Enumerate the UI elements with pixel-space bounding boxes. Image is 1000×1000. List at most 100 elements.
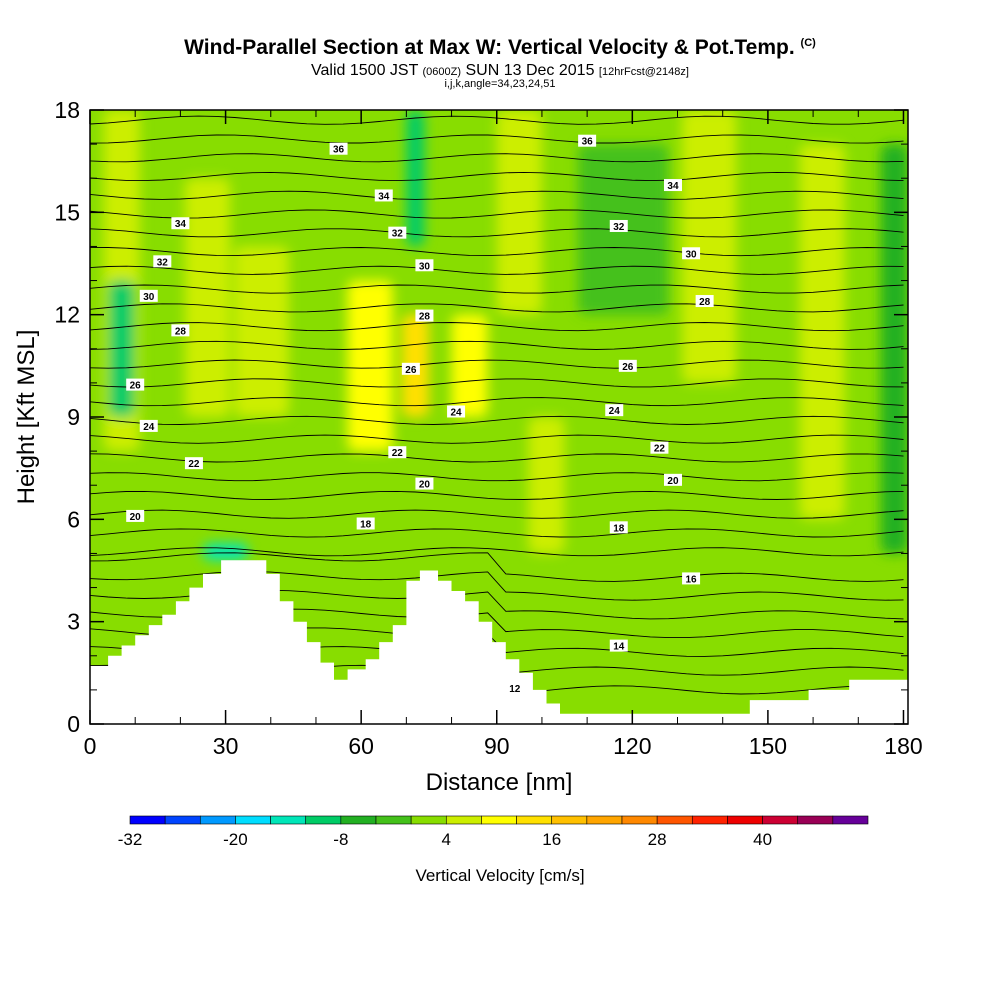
theta-label: 28 xyxy=(695,295,714,308)
theta-contour-line xyxy=(90,303,904,313)
theta-label: 18 xyxy=(609,521,628,534)
colorbar-swatch xyxy=(129,815,166,825)
theta-label-text: 30 xyxy=(143,292,155,303)
theta-label-text: 32 xyxy=(392,229,404,240)
theta-label-text: 14 xyxy=(613,642,625,653)
theta-contour-line xyxy=(90,359,904,369)
downdraft-cell xyxy=(202,543,249,561)
theta-label-box xyxy=(609,219,628,232)
theta-label: 26 xyxy=(401,362,420,376)
colorbar: -32 -20 -8 4 16 28 40 xyxy=(118,815,869,849)
theta-label-text: 18 xyxy=(613,523,625,534)
colorbar-swatch xyxy=(727,815,763,825)
theta-label: 34 xyxy=(663,179,682,192)
x-axis-title: Distance [nm] xyxy=(426,769,573,796)
theta-label-box xyxy=(682,247,701,260)
theta-contour-line xyxy=(90,171,904,182)
chart-title: Wind-Parallel Section at Max W: Vertical… xyxy=(0,36,1000,60)
y-axis-title: Height [Kft MSL] xyxy=(13,330,40,505)
theta-label-box xyxy=(682,572,701,585)
colorbar-swatch xyxy=(621,815,658,825)
theta-label-text: 28 xyxy=(699,297,711,308)
theta-label-box xyxy=(447,405,466,418)
theta-label: 30 xyxy=(415,259,434,272)
title-main: Wind-Parallel Section at Max W: Vertical… xyxy=(184,36,795,59)
theta-label-text: 32 xyxy=(613,222,625,233)
colorbar-swatch xyxy=(656,815,693,825)
x-tick-label: 180 xyxy=(884,733,922,759)
theta-label-box xyxy=(663,179,682,192)
theta-label-text: 12 xyxy=(509,684,521,695)
theta-label-text: 18 xyxy=(360,519,372,530)
updraft-cell xyxy=(799,144,845,520)
theta-label: 24 xyxy=(605,404,624,417)
theta-label-box xyxy=(695,295,714,308)
theta-label-box xyxy=(401,362,420,375)
colorbar-swatch xyxy=(270,815,307,825)
colorbar-swatch xyxy=(305,815,342,825)
theta-label-text: 36 xyxy=(333,145,345,156)
theta-contour-line xyxy=(90,547,904,557)
colorbar-swatch xyxy=(410,815,447,825)
theta-label-box xyxy=(609,521,628,534)
theta-contour-line xyxy=(90,134,904,144)
theta-label-text: 26 xyxy=(405,365,417,376)
theta-label: 16 xyxy=(682,572,701,585)
theta-label-text: 24 xyxy=(451,407,463,418)
theta-label-text: 24 xyxy=(143,422,155,433)
colorbar-label: -8 xyxy=(333,830,348,849)
valid-utc: (0600Z) xyxy=(422,66,462,78)
downdraft-cell xyxy=(406,110,425,247)
updraft-cell xyxy=(528,417,565,554)
copyright-mark: (C) xyxy=(800,37,816,49)
theta-label-box xyxy=(663,473,682,486)
theta-label-box xyxy=(605,404,624,417)
theta-contour-line xyxy=(90,340,904,350)
colorbar-label: -20 xyxy=(223,830,248,849)
theta-label-box xyxy=(126,509,145,522)
theta-contour-line xyxy=(90,378,904,388)
colorbar-label: 4 xyxy=(442,830,451,849)
colorbar-swatch xyxy=(551,815,588,825)
x-tick-label: 120 xyxy=(613,733,651,759)
theta-label-text: 28 xyxy=(175,326,187,337)
theta-label: 32 xyxy=(153,255,172,268)
theta-label-box xyxy=(374,189,393,202)
theta-contour-line xyxy=(90,453,904,463)
valid-time: Valid 1500 JST xyxy=(311,62,419,79)
theta-contour-line xyxy=(90,209,904,219)
theta-contour-line xyxy=(90,322,904,332)
theta-label-text: 34 xyxy=(175,219,187,230)
theta-label: 32 xyxy=(609,219,628,233)
theta-label: 30 xyxy=(139,289,158,303)
theta-label: 20 xyxy=(415,477,434,491)
theta-label-text: 34 xyxy=(378,191,390,202)
theta-label-box xyxy=(184,457,203,470)
colorbar-swatch xyxy=(832,815,869,825)
y-tick-label: 15 xyxy=(54,199,80,225)
x-tick-label: 60 xyxy=(348,733,374,759)
theta-label-box xyxy=(329,142,348,155)
colorbar-label: -32 xyxy=(118,830,143,849)
theta-label-box xyxy=(153,255,172,268)
y-tick-label: 6 xyxy=(67,506,80,532)
x-tick-label: 150 xyxy=(749,733,787,759)
theta-label-text: 22 xyxy=(392,448,404,459)
theta-label-box xyxy=(415,477,434,490)
colorbar-swatch xyxy=(797,815,834,825)
theta-label: 14 xyxy=(609,639,628,653)
theta-contour-line xyxy=(90,552,904,582)
theta-label: 18 xyxy=(356,517,375,530)
colorbar-swatch xyxy=(235,815,271,825)
theta-label: 28 xyxy=(171,324,190,337)
theta-label-text: 16 xyxy=(686,574,698,585)
colorbar-swatch xyxy=(481,815,517,825)
colorbar-swatch xyxy=(762,815,799,825)
theta-contour-line xyxy=(90,190,904,200)
theta-label-text: 22 xyxy=(654,444,666,455)
colorbar-label: 40 xyxy=(753,830,772,849)
theta-label-box xyxy=(415,309,434,322)
colorbar-swatch xyxy=(516,815,553,825)
colorbar-title: Vertical Velocity [cm/s] xyxy=(415,866,584,885)
theta-label: 28 xyxy=(415,309,434,323)
